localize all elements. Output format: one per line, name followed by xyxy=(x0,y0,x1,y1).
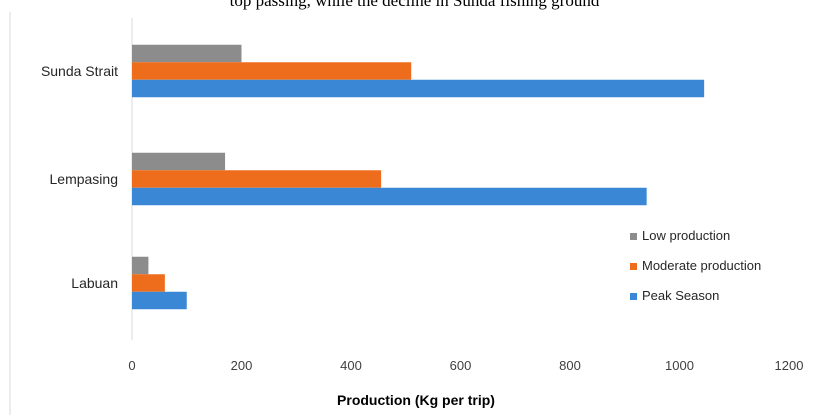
bar-labuan-moderate-production xyxy=(132,274,165,292)
bar-lempasing-peak-season xyxy=(132,187,647,206)
category-label-lempasing: Lempasing xyxy=(50,171,119,187)
category-labels: Sunda Strait Lempasing Labuan xyxy=(41,63,118,291)
bar-labuan-peak-season xyxy=(132,291,187,310)
legend-label-peak-season: Peak Season xyxy=(642,288,719,303)
bars-group xyxy=(132,44,705,310)
legend-label-low-production: Low production xyxy=(642,228,730,243)
legend-swatch-low-production xyxy=(630,233,637,240)
x-tick-label-200: 200 xyxy=(231,358,253,373)
bar-sunda-strait-peak-season xyxy=(132,79,705,98)
x-tick-label-600: 600 xyxy=(450,358,472,373)
x-tick-label-0: 0 xyxy=(128,358,135,373)
x-tick-label-1200: 1200 xyxy=(775,358,804,373)
x-tick-label-800: 800 xyxy=(559,358,581,373)
legend: Low production Moderate production Peak Se… xyxy=(630,228,761,303)
legend-label-moderate-production: Moderate production xyxy=(642,258,761,273)
bar-labuan-low-production xyxy=(132,256,149,275)
x-tick-labels: 0 200 400 600 800 1000 1200 xyxy=(128,358,803,373)
x-axis-label: Production (Kg per trip) xyxy=(337,392,495,408)
bar-sunda-strait-low-production xyxy=(132,44,242,63)
category-label-sunda-strait: Sunda Strait xyxy=(41,63,118,79)
bar-lempasing-low-production xyxy=(132,152,226,171)
bar-lempasing-moderate-production xyxy=(132,170,382,188)
x-tick-label-1000: 1000 xyxy=(665,358,694,373)
legend-swatch-moderate-production xyxy=(630,263,637,270)
bar-sunda-strait-moderate-production xyxy=(132,62,412,80)
x-tick-label-400: 400 xyxy=(340,358,362,373)
clipped-caption-text: top passing, while the decline in Sunda … xyxy=(229,0,600,10)
legend-swatch-peak-season xyxy=(630,293,637,300)
category-label-labuan: Labuan xyxy=(71,275,118,291)
